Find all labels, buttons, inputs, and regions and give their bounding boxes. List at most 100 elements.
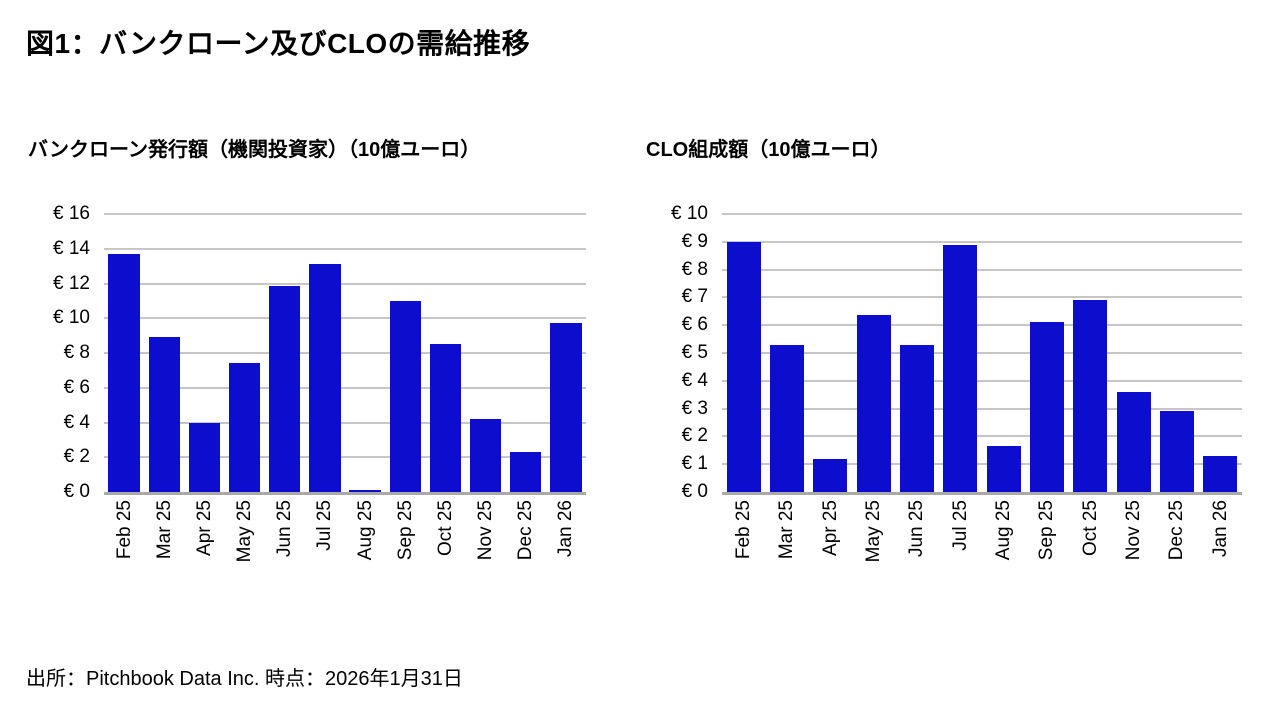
bar-slot (265, 214, 305, 492)
x-tick-slot: Jul 25 (305, 500, 345, 562)
x-tick-label: Aug 25 (354, 500, 376, 561)
x-tick-label: Nov 25 (1123, 500, 1145, 561)
x-tick-label: Jun 25 (906, 500, 928, 558)
gridline (104, 282, 586, 285)
bar (986, 446, 1021, 492)
gridline (104, 213, 586, 215)
y-tick-label: € 6 (63, 376, 90, 398)
gridline (722, 213, 1242, 215)
bar-slot (1025, 214, 1068, 492)
x-tick-label: Jul 25 (949, 500, 971, 551)
x-tick-slot: May 25 (225, 500, 265, 562)
x-tick-slot: Jan 26 (546, 500, 586, 562)
y-tick-label: € 8 (681, 258, 708, 280)
bar (309, 264, 341, 492)
x-tick-slot: Nov 25 (1112, 500, 1155, 562)
bar-slot (184, 214, 224, 492)
bar (148, 336, 180, 492)
bar-slot (939, 214, 982, 492)
x-tick-slot: Feb 25 (104, 500, 144, 562)
x-tick-label: Apr 25 (819, 500, 841, 556)
x-tick-label: Jul 25 (314, 500, 336, 551)
y-tick-label: € 3 (681, 397, 708, 419)
bar-slot (104, 214, 144, 492)
gridline (722, 352, 1242, 354)
bars-row (104, 214, 586, 492)
bar (1073, 300, 1108, 492)
y-tick-label: € 7 (681, 286, 708, 308)
bar-slot (895, 214, 938, 492)
gridline (104, 421, 586, 424)
y-tick-label: € 0 (63, 481, 90, 502)
gridline (722, 463, 1242, 466)
x-axis-line (104, 492, 586, 495)
bar-slot (1155, 214, 1198, 492)
bar-slot (225, 214, 265, 492)
bar (429, 344, 462, 492)
bar (389, 300, 421, 492)
x-tick-label: Mar 25 (153, 500, 175, 560)
bar-slot (425, 214, 465, 492)
gridline (104, 247, 586, 250)
x-axis-labels: Feb 25 Mar 25 Apr 25 May 25 Jun 25 Jul 25 Aug … (104, 500, 586, 562)
plot-column: Feb 25 Mar 25 Apr 25 May 25 Jun 25 Jul 25 Aug … (722, 213, 1242, 562)
x-tick-slot: Dec 25 (1155, 500, 1198, 562)
x-tick-label: Jan 26 (555, 500, 577, 558)
x-tick-label: May 25 (234, 500, 256, 563)
bar-slot (765, 214, 808, 492)
bar (856, 315, 891, 492)
x-tick-slot: Jun 25 (895, 500, 938, 562)
bar (943, 244, 978, 492)
bar-slot (546, 214, 586, 492)
x-tick-slot: Aug 25 (345, 500, 385, 562)
bars-row (722, 214, 1242, 492)
y-tick-label: € 2 (63, 446, 90, 468)
x-tick-slot: Nov 25 (466, 500, 506, 562)
x-tick-slot: Mar 25 (765, 500, 808, 562)
y-tick-label: € 1 (681, 453, 708, 475)
plot-column: Feb 25 Mar 25 Apr 25 May 25 Jun 25 Jul 25 Aug … (104, 213, 586, 562)
y-tick-label: € 8 (63, 342, 90, 363)
bar-slot (144, 214, 184, 492)
bar-slot (1112, 214, 1155, 492)
gridline (104, 456, 586, 459)
y-tick-label: € 14 (53, 237, 90, 259)
x-tick-slot: Oct 25 (1069, 500, 1112, 562)
plot (722, 213, 1242, 495)
x-tick-slot: Jan 26 (1199, 500, 1242, 562)
bar (108, 253, 140, 492)
y-tick-label: € 4 (63, 411, 90, 433)
x-tick-slot: Jun 25 (265, 500, 305, 562)
x-tick-label: Sep 25 (1036, 500, 1058, 561)
x-tick-label: Nov 25 (475, 500, 497, 561)
bar (900, 344, 934, 492)
bank-loan-issuance-chart: バンクローン発行額（機関投資家）（10億ユーロ） € 0 € 2 € 4 € 6 € 8… (28, 133, 586, 562)
bar-slot (809, 214, 852, 492)
y-axis: € 0 € 1 € 2 € 3 € 4 € 5 € 6 € 7 € 8 € 9 € 10 (646, 204, 722, 502)
gridline (104, 352, 586, 354)
gridline (104, 386, 586, 389)
y-tick-label: € 4 (681, 369, 708, 391)
chart-plot-area: € 0 € 1 € 2 € 3 € 4 € 5 € 6 € 7 € 8 € 9 € 10 Feb 25… (646, 204, 1242, 562)
y-tick-label: € 10 (53, 307, 90, 329)
x-tick-slot: Apr 25 (809, 500, 852, 562)
x-tick-label: Jun 25 (274, 500, 296, 558)
chart-subtitle: CLO組成額（10億ユーロ） (646, 139, 891, 161)
x-tick-slot: Apr 25 (184, 500, 224, 562)
x-tick-slot: Mar 25 (144, 500, 184, 562)
gridline (722, 268, 1242, 271)
bar-slot (385, 214, 425, 492)
bar (1203, 455, 1238, 492)
y-tick-label: € 12 (53, 272, 90, 294)
x-tick-label: Oct 25 (434, 500, 456, 556)
bar (510, 452, 542, 492)
bar-slot (305, 214, 345, 492)
y-tick-label: € 6 (681, 314, 708, 336)
x-tick-slot: Dec 25 (506, 500, 546, 562)
bar (228, 363, 261, 492)
gridline (722, 324, 1242, 327)
bar (1160, 411, 1194, 492)
x-tick-label: Sep 25 (394, 500, 416, 561)
x-tick-slot: Sep 25 (385, 500, 425, 562)
